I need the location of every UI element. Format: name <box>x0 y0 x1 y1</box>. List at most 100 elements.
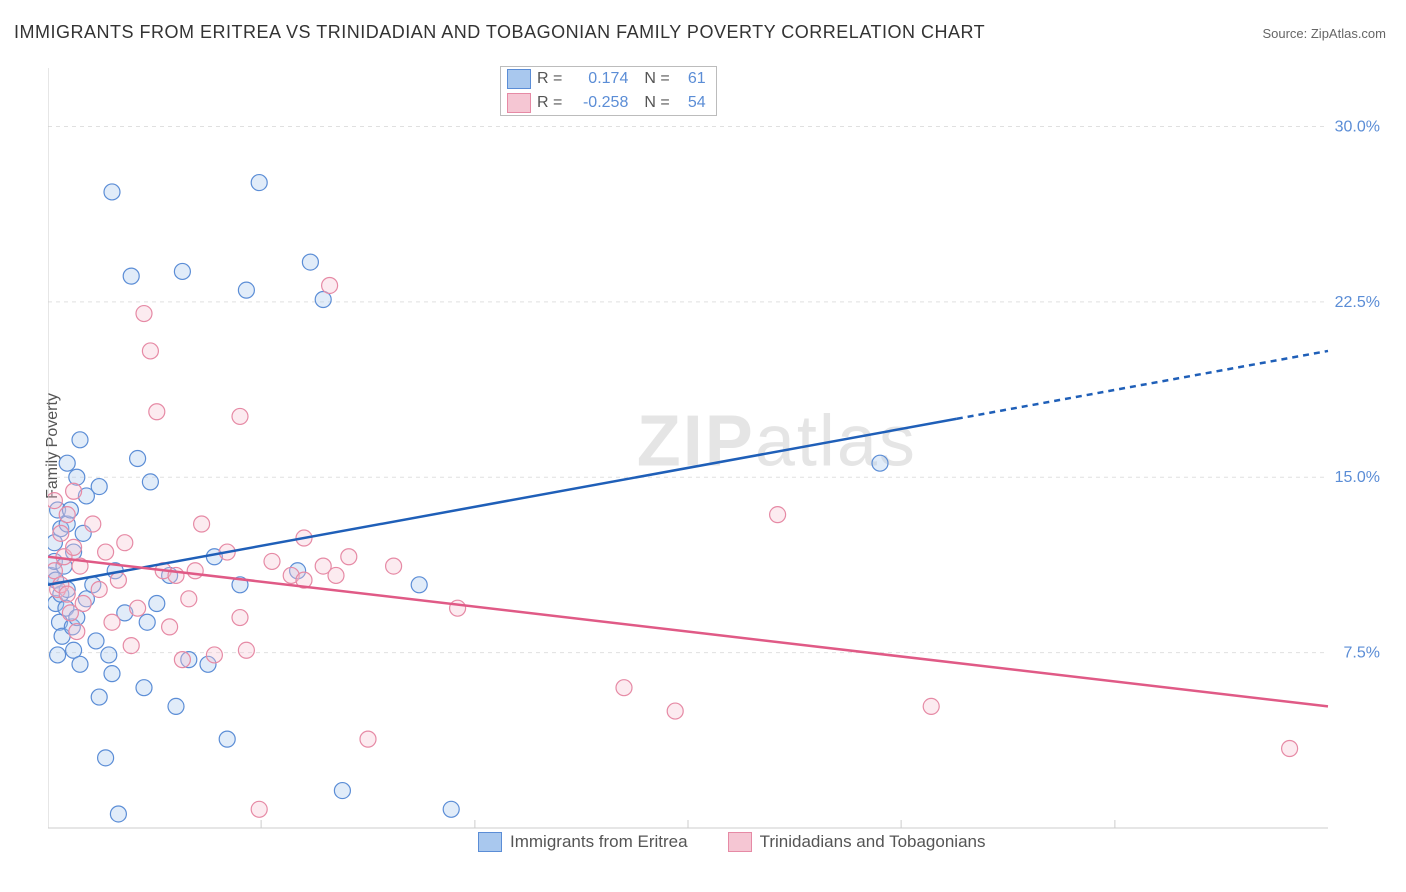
y-tick-label: 30.0% <box>1335 118 1380 135</box>
x-tick-label: 20.0% <box>1279 837 1324 838</box>
data-point <box>136 306 152 322</box>
legend-swatch <box>728 832 752 852</box>
data-point <box>162 619 178 635</box>
y-tick-label: 22.5% <box>1335 294 1380 311</box>
data-point <box>91 689 107 705</box>
data-point <box>149 596 165 612</box>
data-point <box>302 254 318 270</box>
data-point <box>667 703 683 719</box>
data-point <box>110 572 126 588</box>
data-point <box>69 469 85 485</box>
data-point <box>59 586 75 602</box>
legend-row: R = 0.174 N = 61 <box>501 67 716 91</box>
data-point <box>142 474 158 490</box>
data-point <box>328 567 344 583</box>
legend-r-value: 0.174 <box>568 70 628 88</box>
data-point <box>117 535 133 551</box>
data-point <box>98 544 114 560</box>
data-point <box>174 263 190 279</box>
data-point <box>69 624 85 640</box>
data-point <box>322 277 338 293</box>
data-point <box>50 647 66 663</box>
data-point <box>251 175 267 191</box>
chart-title: IMMIGRANTS FROM ERITREA VS TRINIDADIAN A… <box>14 22 985 43</box>
data-point <box>206 647 222 663</box>
data-point <box>251 801 267 817</box>
data-point <box>48 493 62 509</box>
data-point <box>264 553 280 569</box>
data-point <box>59 507 75 523</box>
data-point <box>75 596 91 612</box>
data-point <box>91 581 107 597</box>
data-point <box>443 801 459 817</box>
data-point <box>168 698 184 714</box>
data-point <box>181 591 197 607</box>
data-point <box>101 647 117 663</box>
legend-n-label: N = <box>644 70 669 88</box>
correlation-legend: R = 0.174 N = 61 R = -0.258 N = 54 <box>500 66 717 116</box>
legend-item: Trinidadians and Tobagonians <box>728 832 986 852</box>
data-point <box>616 680 632 696</box>
legend-n-value: 61 <box>676 70 706 88</box>
data-point <box>59 455 75 471</box>
data-point <box>149 404 165 420</box>
legend-swatch <box>507 69 531 89</box>
data-point <box>232 408 248 424</box>
legend-r-label: R = <box>537 70 562 88</box>
plot-area: 7.5%15.0%22.5%30.0%0.0%20.0%ZIPatlas R =… <box>48 58 1388 838</box>
scatter-chart: 7.5%15.0%22.5%30.0%0.0%20.0%ZIPatlas <box>48 58 1388 838</box>
data-point <box>85 516 101 532</box>
data-point <box>238 642 254 658</box>
legend-swatch <box>507 93 531 113</box>
data-point <box>238 282 254 298</box>
data-point <box>66 539 82 555</box>
data-point <box>174 652 190 668</box>
x-tick-label: 0.0% <box>52 837 88 838</box>
data-point <box>923 698 939 714</box>
data-point <box>136 680 152 696</box>
data-point <box>66 483 82 499</box>
legend-row: R = -0.258 N = 54 <box>501 91 716 115</box>
data-point <box>341 549 357 565</box>
data-point <box>770 507 786 523</box>
data-point <box>104 184 120 200</box>
data-point <box>53 525 69 541</box>
y-tick-label: 15.0% <box>1335 469 1380 486</box>
data-point <box>187 563 203 579</box>
data-point <box>123 268 139 284</box>
legend-r-value: -0.258 <box>568 94 628 112</box>
data-point <box>386 558 402 574</box>
data-point <box>411 577 427 593</box>
data-point <box>72 656 88 672</box>
data-point <box>130 600 146 616</box>
data-point <box>232 610 248 626</box>
data-point <box>219 731 235 747</box>
legend-n-label: N = <box>644 94 669 112</box>
trend-line <box>48 557 1328 707</box>
trend-line-extrapolated <box>957 351 1328 419</box>
data-point <box>123 638 139 654</box>
source-name: ZipAtlas.com <box>1311 26 1386 41</box>
data-point <box>1282 740 1298 756</box>
legend-swatch <box>478 832 502 852</box>
source-prefix: Source: <box>1262 26 1310 41</box>
series-legend: Immigrants from Eritrea Trinidadians and … <box>478 832 985 852</box>
data-point <box>194 516 210 532</box>
data-point <box>88 633 104 649</box>
data-point <box>142 343 158 359</box>
data-point <box>110 806 126 822</box>
legend-r-label: R = <box>537 94 562 112</box>
data-point <box>72 432 88 448</box>
legend-item: Immigrants from Eritrea <box>478 832 688 852</box>
y-tick-label: 7.5% <box>1344 645 1380 662</box>
data-point <box>450 600 466 616</box>
data-point <box>98 750 114 766</box>
data-point <box>104 614 120 630</box>
data-point <box>360 731 376 747</box>
legend-series-label: Immigrants from Eritrea <box>510 832 688 852</box>
legend-n-value: 54 <box>676 94 706 112</box>
data-point <box>139 614 155 630</box>
source-attribution: Source: ZipAtlas.com <box>1262 26 1386 41</box>
data-point <box>130 451 146 467</box>
data-point <box>91 479 107 495</box>
